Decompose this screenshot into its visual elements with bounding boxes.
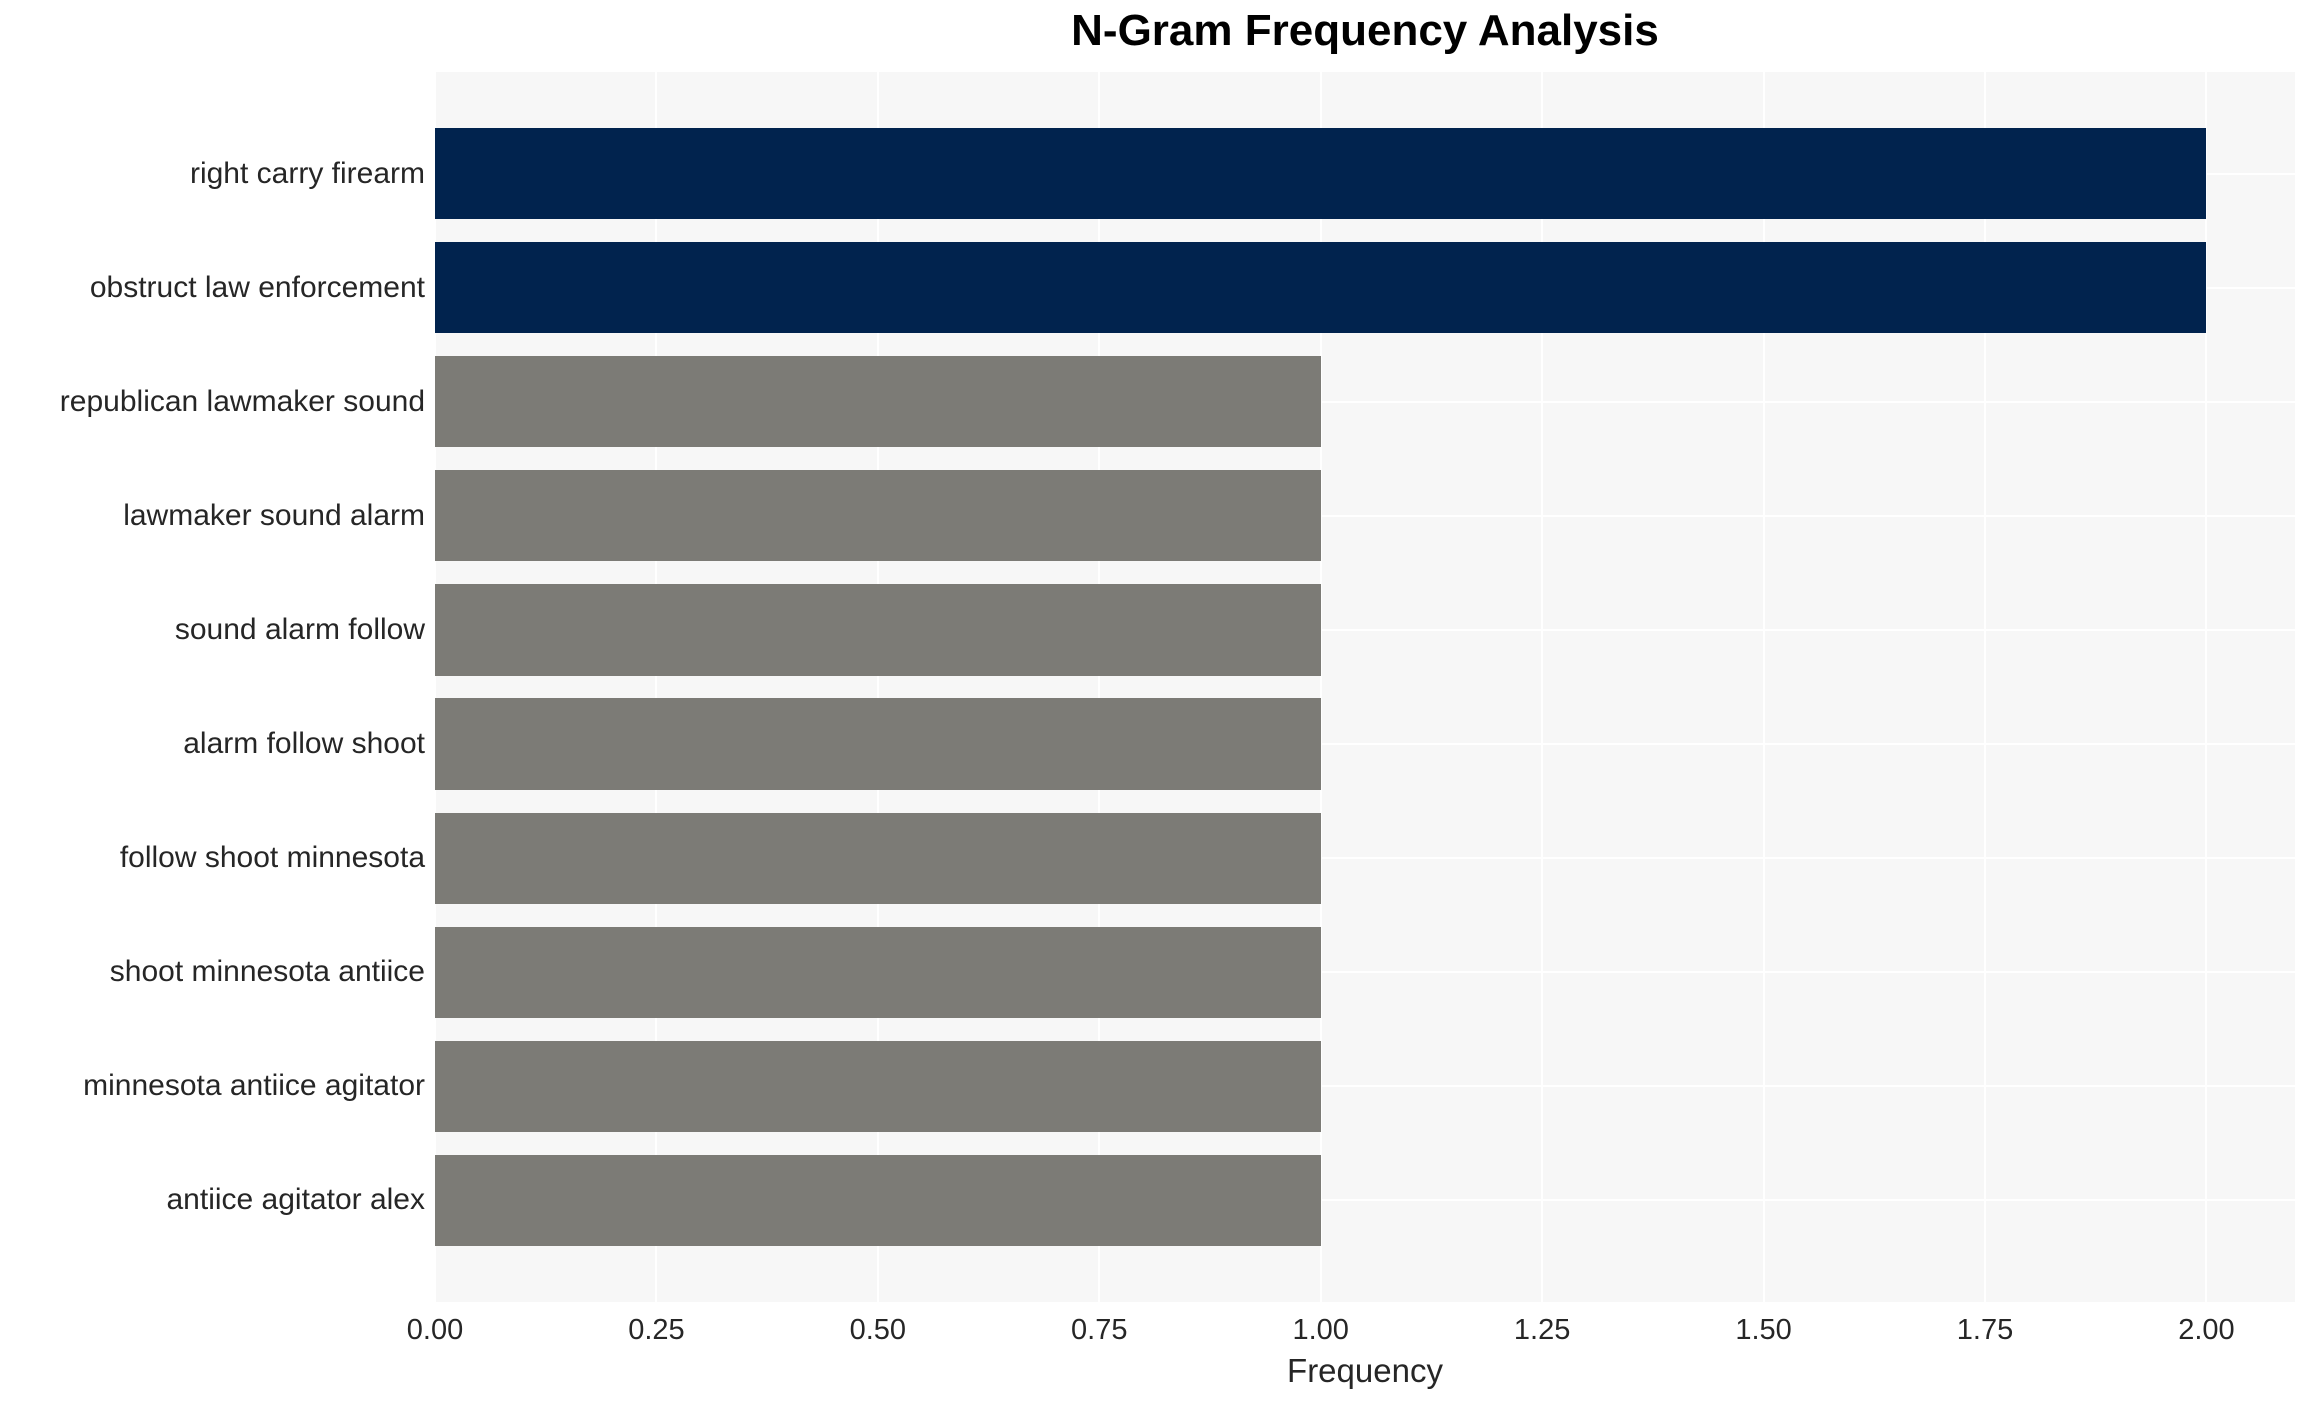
y-gridline <box>435 971 2295 974</box>
plot-area <box>434 72 2295 1302</box>
bar-shoot-minnesota-antiice <box>435 926 1321 1018</box>
y-tick-label: follow shoot minnesota <box>119 841 425 875</box>
x-tick-label: 1.75 <box>1956 1314 2014 1346</box>
x-tick-label: 1.50 <box>1735 1314 1792 1346</box>
x-gridline <box>1098 72 1101 1302</box>
x-tick-label: 0.50 <box>849 1314 907 1346</box>
y-gridline <box>435 857 2295 860</box>
y-tick-label: obstruct law enforcement <box>89 270 425 304</box>
y-tick-label: minnesota antiice agitator <box>83 1069 425 1103</box>
bar-minnesota-antiice-agitator <box>435 1040 1321 1132</box>
y-gridline <box>435 628 2295 631</box>
y-tick-label: antiice agitator alex <box>166 1183 426 1217</box>
y-gridline <box>435 1199 2295 1202</box>
y-axis-labels: right carry firearm obstruct law enforcem… <box>0 0 425 1402</box>
x-gridline <box>876 72 879 1302</box>
y-tick-label: alarm follow shoot <box>183 727 425 761</box>
y-gridline <box>435 743 2295 746</box>
x-gridline <box>434 72 436 1302</box>
x-gridline <box>1541 72 1544 1302</box>
bar-lawmaker-sound-alarm <box>435 470 1321 562</box>
x-gridline <box>1984 72 1986 1302</box>
bar-sound-alarm-follow <box>435 584 1321 676</box>
y-tick-label: lawmaker sound alarm <box>123 498 425 532</box>
y-tick-label: right carry firearm <box>189 156 425 190</box>
x-axis-label: Frequency <box>1287 1352 1443 1389</box>
bar-follow-shoot-minnesota <box>435 812 1321 904</box>
x-tick-label: 0.25 <box>628 1314 685 1346</box>
x-gridline <box>2205 72 2208 1302</box>
x-gridline <box>655 72 658 1302</box>
y-gridline <box>435 400 2295 403</box>
x-tick-label: 1.25 <box>1513 1314 1571 1346</box>
bar-republican-lawmaker-sound <box>435 356 1321 448</box>
bar-right-carry-firearm <box>435 127 2207 220</box>
bar-antiice-agitator-alex <box>435 1154 1321 1247</box>
y-tick-label: republican lawmaker sound <box>59 384 425 418</box>
y-gridline <box>435 1085 2295 1088</box>
y-tick-label: sound alarm follow <box>174 612 425 646</box>
y-gridline <box>435 514 2295 517</box>
y-tick-label: shoot minnesota antiice <box>109 955 425 989</box>
bar-alarm-follow-shoot <box>435 698 1321 790</box>
chart-title: N-Gram Frequency Analysis <box>1071 6 1659 55</box>
x-gridline <box>1319 72 1322 1302</box>
x-tick-label: 2.00 <box>2178 1314 2235 1346</box>
x-tick-label: 0.75 <box>1071 1314 1128 1346</box>
x-gridline <box>1762 72 1765 1302</box>
x-tick-label: 1.00 <box>1292 1314 1349 1346</box>
bar-obstruct-law-enforcement <box>435 242 2207 334</box>
